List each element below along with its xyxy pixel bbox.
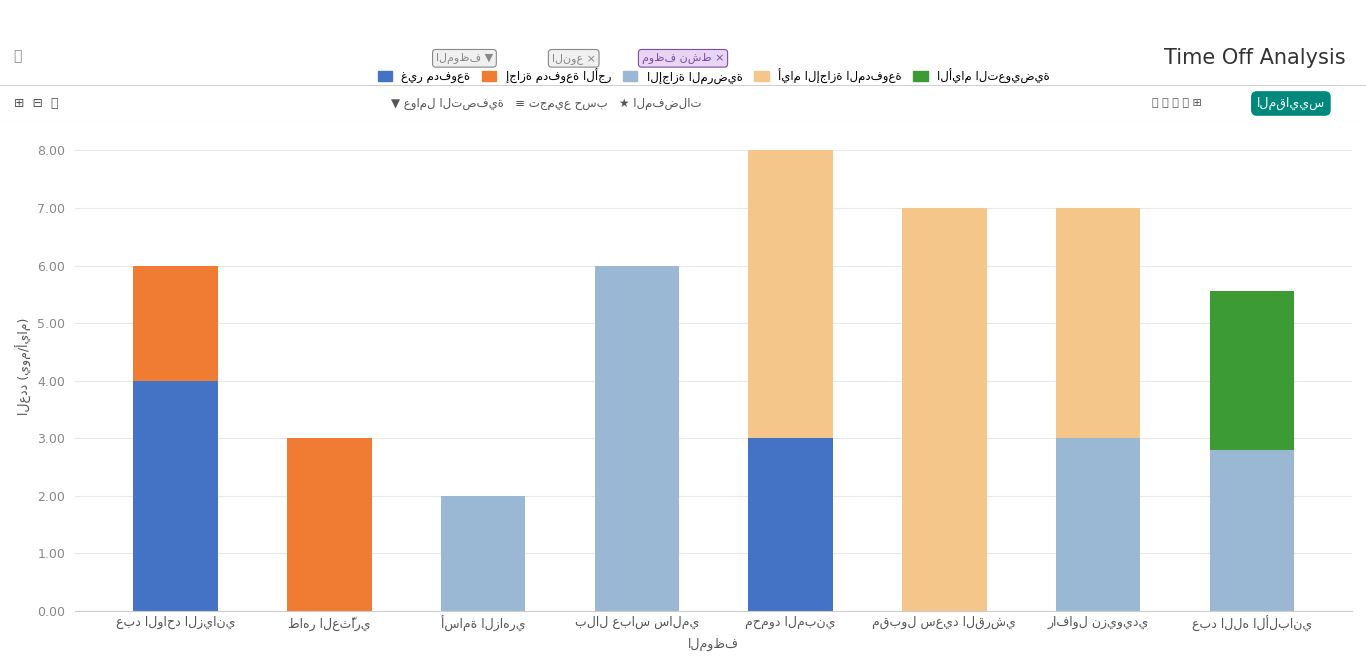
Y-axis label: العدد (يوم/أيام): العدد (يوم/أيام) [16,317,31,415]
Bar [594,265,679,611]
Legend: غير مدفوعة, إجازة مدفوعة الأجر, الإجازة المرضية, أيام الإجازة المدفوعة, الأيام ا: غير مدفوعة, إجازة مدفوعة الأجر, الإجازة … [373,64,1055,88]
Text: الإجازات: الإجازات [1257,9,1339,28]
Text: الموافقات: الموافقات [773,12,833,24]
Bar [749,150,833,438]
Bar [1210,292,1294,450]
Text: السهل   حمزة أكرم   (v15_e_saudi_hr_v15_demo_12_04_2022): السهل حمزة أكرم (v15_e_saudi_hr_v15_demo… [27,12,329,24]
Bar [1056,208,1141,438]
Bar [749,438,833,611]
Text: ▼ عوامل التصفية   ≡ تجميع حسب   ★ المفضلات: ▼ عوامل التصفية ≡ تجميع حسب ★ المفضلات [391,97,702,110]
Text: ⊞  ⊟  📊: ⊞ ⊟ 📊 [14,97,59,110]
Text: إجازات رسمية: إجازات رسمية [661,12,738,24]
Bar [1056,438,1141,611]
Text: موظف نشط ×: موظف نشط × [642,53,724,64]
Text: الموظف ▼: الموظف ▼ [436,53,493,64]
Text: نظرة عامة: نظرة عامة [874,12,929,24]
Text: Time Off Analysis: Time Off Analysis [1164,49,1346,68]
Text: إعدادات التكوين: إعدادات التكوين [454,12,546,24]
Bar [441,496,526,611]
Bar [134,265,217,380]
Bar [287,438,372,611]
Text: النوع ×: النوع × [552,53,596,64]
Bar [134,380,217,611]
Text: 📊 📈 📉 🔢 ⊞: 📊 📈 📉 🔢 ⊞ [1152,99,1202,108]
Bar [1210,450,1294,611]
Text: المقاييس: المقاييس [1257,97,1325,110]
Text: 🔍: 🔍 [14,49,22,63]
X-axis label: الموظف: الموظف [688,637,739,650]
Text: التقارير: التقارير [589,12,642,24]
Text: My Time Off: My Time Off [958,13,1024,23]
Bar [902,208,986,611]
